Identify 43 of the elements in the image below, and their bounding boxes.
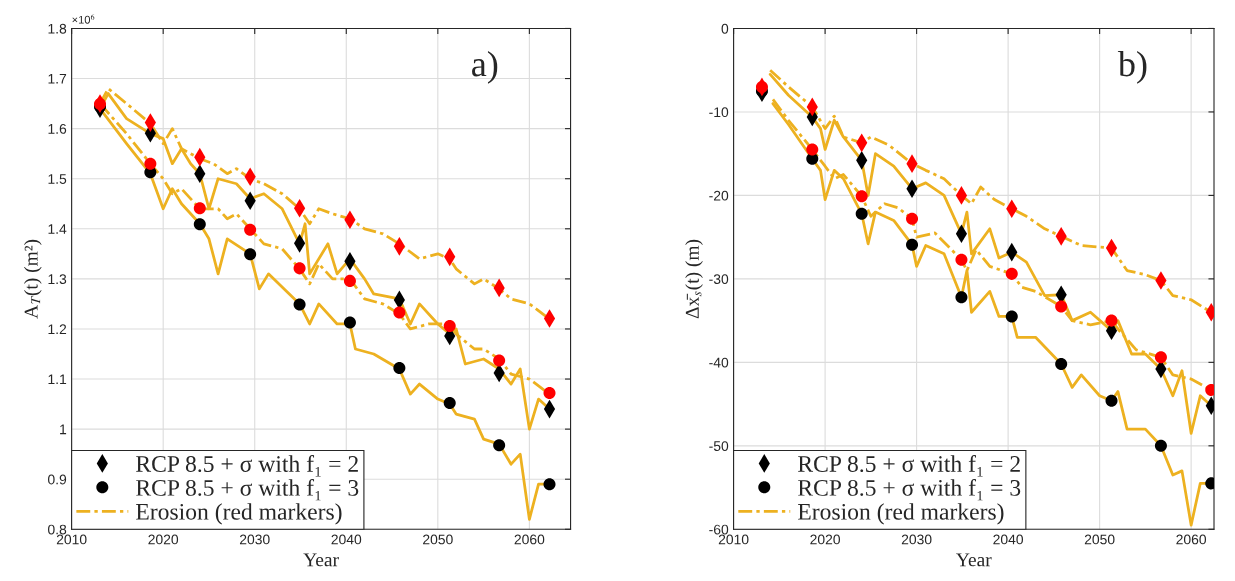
x-tick-label: 2050 (1084, 534, 1115, 545)
y-tick-label: 1.5 (48, 174, 67, 184)
x-tick-label: 2040 (993, 534, 1024, 545)
x-tick-label: 2030 (239, 534, 270, 545)
legend-label: RCP 8.5 + σ with f₁ = 3 (136, 479, 359, 501)
y-tick-label: 0 (721, 23, 729, 34)
y-tick-label: 1.2 (48, 324, 67, 334)
y-tick-label: 1.7 (48, 74, 67, 84)
x-tick-label: 2050 (423, 534, 453, 545)
legend-label: RCP 8.5 + σ with f₁ = 3 (798, 479, 1021, 501)
x-tick-label: 2010 (56, 534, 87, 545)
legend-label: Erosion (red markers) (798, 503, 1004, 525)
x-tick-label: 2020 (810, 534, 840, 545)
annotation: b) (1117, 51, 1147, 84)
x-tick-label: 2030 (901, 534, 932, 545)
y-tick-label: 1.4 (48, 224, 67, 234)
legend-label: Erosion (red markers) (136, 503, 342, 525)
y-tick-label: -50 (709, 441, 729, 451)
y-tick-label: 0.8 (48, 524, 67, 535)
x-tick-label: 2040 (331, 534, 362, 545)
x-tick-label: 2010 (718, 534, 749, 545)
y-tick-label: 1.8 (48, 23, 67, 34)
y-tick-label: -30 (709, 274, 729, 285)
y-tick-label: 1 (60, 424, 67, 435)
text: ×10$^{6}$ (72, 14, 95, 24)
y-tick-label: -10 (709, 107, 729, 118)
legend-label: RCP 8.5 + σ with f₁ = 2 (798, 455, 1020, 477)
x-tick-label: 2020 (148, 534, 179, 545)
x-axis-title: Year (956, 553, 992, 567)
y-axis-title: A$_{T}$(t) (m²) (24, 239, 42, 319)
y-tick-label: 1.1 (48, 374, 67, 385)
y-tick-label: -20 (709, 190, 729, 201)
y-tick-label: -40 (709, 357, 729, 368)
y-tick-label: 1.6 (48, 123, 67, 134)
y-tick-label: 1.3 (48, 274, 67, 285)
x-axis-title: Year (303, 553, 339, 567)
legend-label: RCP 8.5 + σ with f₁ = 2 (136, 455, 358, 477)
y-axis-title: Δx̄$_{s}$(t) (m) (685, 239, 703, 319)
x-tick-label: 2060 (1176, 534, 1207, 545)
x-tick-label: 2060 (514, 534, 545, 545)
y-tick-label: 0.9 (48, 474, 67, 485)
annotation: a) (472, 51, 498, 84)
y-tick-label: -60 (709, 524, 729, 535)
